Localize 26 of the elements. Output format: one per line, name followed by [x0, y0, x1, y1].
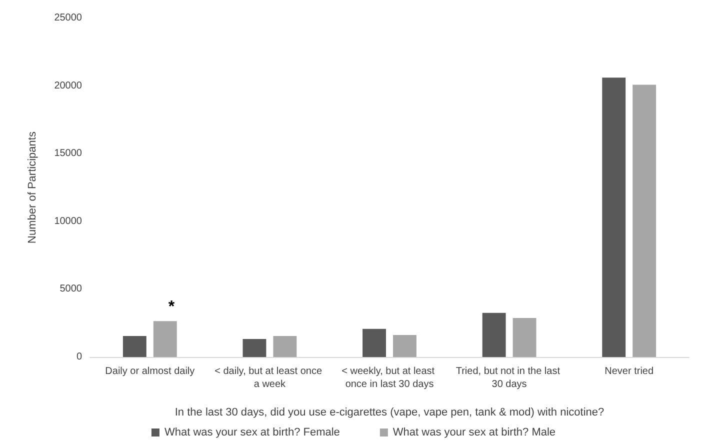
- bar: [122, 336, 146, 357]
- bar: [393, 335, 416, 357]
- bar: [512, 318, 536, 357]
- bar: [153, 321, 177, 357]
- x-tick-label: Daily or almost daily: [105, 366, 195, 377]
- x-tick-label: Tried, but not in the last 30 days: [456, 366, 563, 390]
- y-tick-label: 15000: [54, 148, 82, 160]
- y-tick-label: 5000: [60, 284, 82, 295]
- x-tick-label: Never tried: [604, 366, 654, 377]
- x-tick-label: < daily, but at least once a week: [214, 366, 325, 390]
- annotation: *: [168, 298, 176, 316]
- y-tick-label: 25000: [54, 12, 82, 24]
- bar: [602, 78, 626, 357]
- bar: [273, 336, 297, 357]
- legend-label: What was your sex at birth? Female: [164, 426, 340, 438]
- x-tick-label: < weekly, but at least once in last 30 days: [342, 366, 438, 390]
- legend-label: What was your sex at birth? Male: [392, 426, 556, 438]
- bar: [482, 312, 506, 357]
- y-tick-label: 20000: [54, 80, 82, 92]
- y-axis-title: Number of Participants: [26, 131, 38, 244]
- y-tick-label: 0: [76, 352, 82, 362]
- y-tick-label: 10000: [54, 216, 82, 227]
- x-axis-title: In the last 30 days, did you use e-cigarettes (vape, vape pen, tank & mod) with nicotine?: [174, 406, 604, 418]
- bar: [242, 338, 266, 357]
- bar: [362, 328, 386, 357]
- bar: [632, 84, 656, 357]
